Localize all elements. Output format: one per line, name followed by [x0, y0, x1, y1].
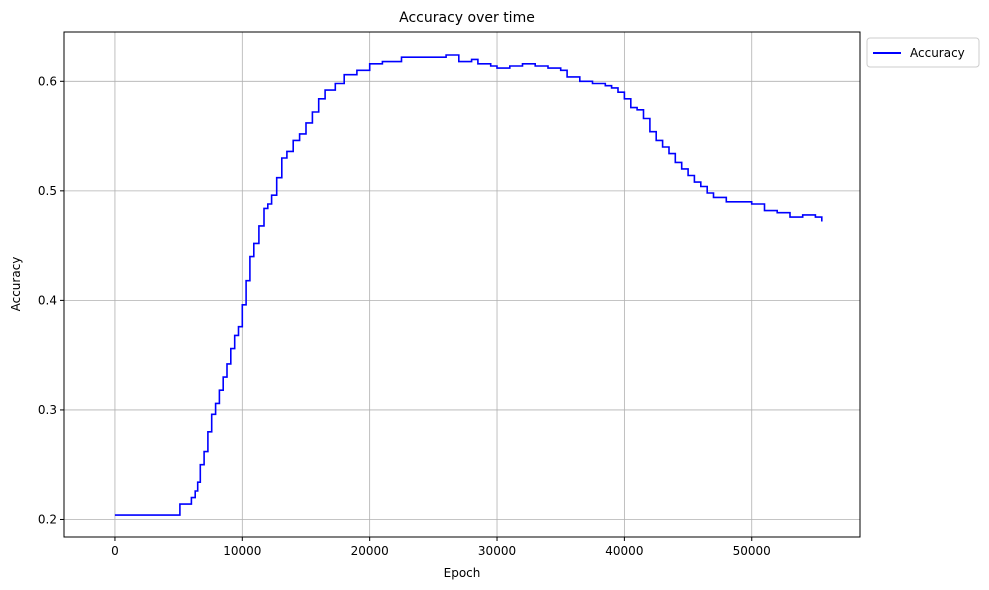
legend-box — [866, 37, 980, 68]
y-tick-label: 0.2 — [38, 512, 57, 526]
y-tick-label: 0.4 — [38, 293, 57, 307]
legend: Accuracy — [866, 37, 980, 68]
x-tick-label: 30000 — [478, 544, 516, 558]
chart-title: Accuracy over time — [399, 10, 535, 26]
y-tick-label: 0.3 — [38, 403, 57, 417]
y-tick-label: 0.5 — [38, 184, 57, 198]
y-axis-label: Accuracy — [9, 257, 23, 312]
x-axis-label: Epoch — [444, 566, 481, 580]
x-tick-label: 0 — [111, 544, 119, 558]
x-tick-label: 50000 — [733, 544, 771, 558]
y-axis-ticks: 0.2 0.3 0.4 0.5 0.6 — [38, 74, 64, 526]
plot-area — [63, 31, 861, 538]
grid-lines — [64, 32, 860, 537]
x-tick-label: 40000 — [605, 544, 643, 558]
x-axis-ticks: 0 10000 20000 30000 40000 50000 — [111, 537, 771, 558]
series-layer — [114, 54, 823, 516]
legend-label-accuracy: Accuracy — [910, 46, 965, 60]
series-line-accuracy — [114, 54, 823, 516]
x-tick-label: 20000 — [351, 544, 389, 558]
x-tick-label: 10000 — [223, 544, 261, 558]
y-tick-label: 0.6 — [38, 74, 57, 88]
